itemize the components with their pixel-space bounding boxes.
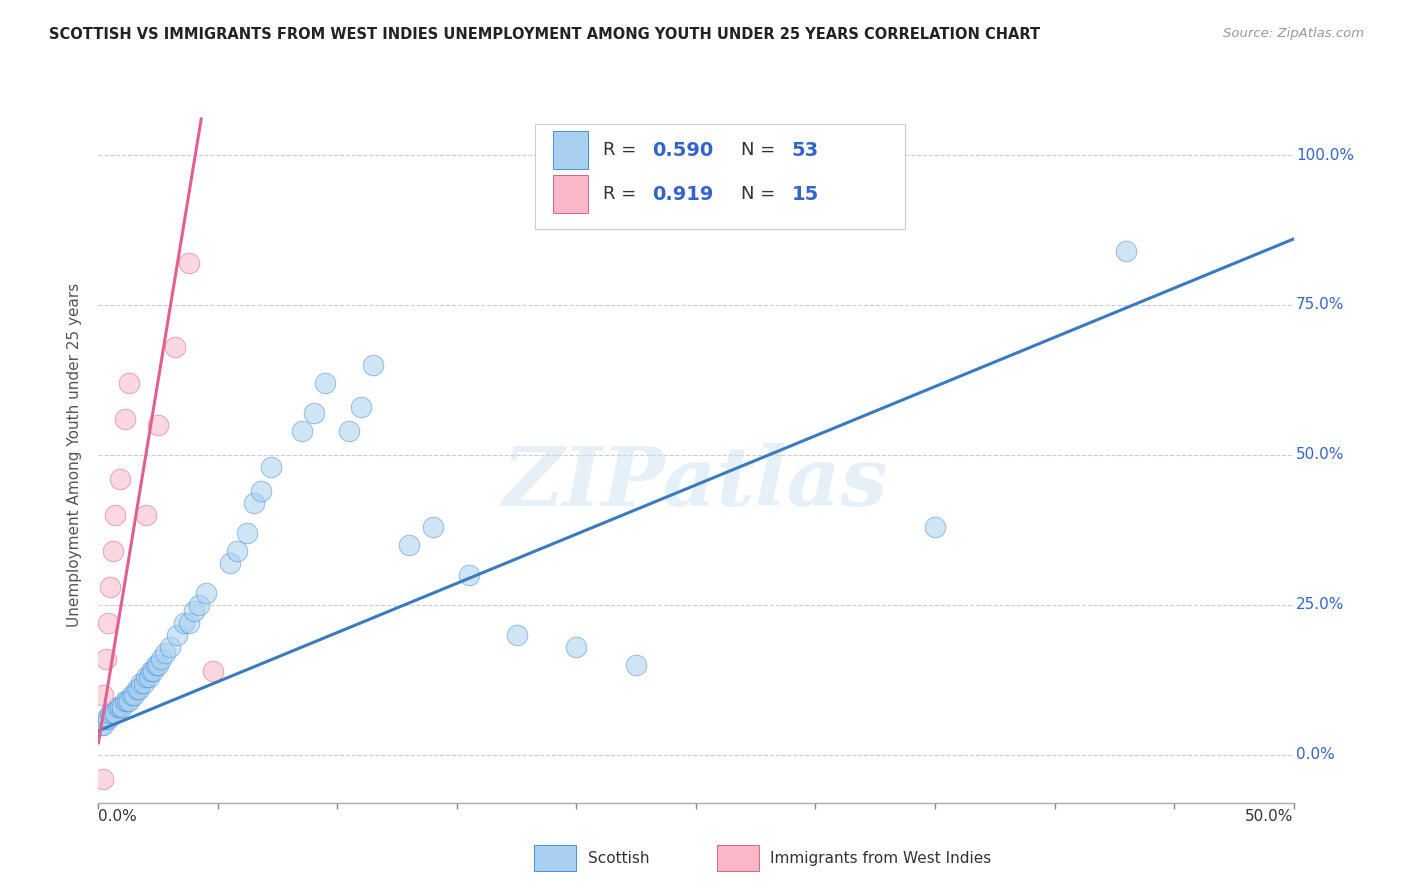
Point [118, 694, 141, 708]
Point [114, 412, 136, 426]
Point [179, 256, 201, 270]
Point [145, 657, 167, 672]
Text: 0.919: 0.919 [652, 185, 713, 203]
Point [101, 706, 124, 720]
Text: ZIPatlas: ZIPatlas [503, 442, 889, 523]
Point [139, 664, 162, 678]
Text: 50.0%: 50.0% [1246, 809, 1294, 824]
Point [125, 681, 148, 696]
Point [138, 670, 160, 684]
Point [337, 424, 360, 438]
Text: R =: R = [603, 141, 636, 159]
Point [350, 400, 373, 414]
Point [91, 772, 114, 786]
Point [243, 496, 266, 510]
Point [101, 544, 124, 558]
Point [91, 718, 114, 732]
Text: R =: R = [603, 185, 636, 203]
Text: N =: N = [741, 185, 776, 203]
Point [97, 712, 120, 726]
Point [363, 358, 385, 372]
Point [114, 694, 136, 708]
Text: 0.590: 0.590 [652, 141, 713, 160]
Point [128, 681, 150, 696]
Point [163, 340, 186, 354]
Point [107, 699, 129, 714]
Point [183, 604, 205, 618]
Point [90, 718, 112, 732]
Point [624, 657, 647, 672]
Point [506, 628, 529, 642]
Point [142, 664, 165, 678]
Point [250, 483, 273, 498]
Point [302, 406, 325, 420]
Text: 75.0%: 75.0% [1296, 297, 1344, 312]
Point [115, 694, 138, 708]
Point [565, 640, 588, 654]
Point [97, 615, 120, 630]
FancyBboxPatch shape [534, 124, 905, 229]
Point [124, 688, 146, 702]
Point [94, 652, 117, 666]
Point [166, 628, 188, 642]
Point [315, 376, 337, 390]
Point [187, 598, 209, 612]
Point [148, 657, 170, 672]
Text: 100.0%: 100.0% [1296, 147, 1354, 162]
Point [118, 376, 141, 390]
Point [131, 676, 153, 690]
Point [149, 652, 172, 666]
Point [226, 544, 249, 558]
Point [1115, 244, 1137, 258]
Point [458, 567, 481, 582]
Point [98, 706, 122, 720]
Y-axis label: Unemployment Among Youth under 25 years: Unemployment Among Youth under 25 years [67, 283, 83, 627]
Point [219, 556, 242, 570]
Point [159, 640, 181, 654]
Point [179, 615, 201, 630]
Text: N =: N = [741, 141, 776, 159]
Point [398, 538, 420, 552]
Point [121, 688, 143, 702]
Text: Scottish: Scottish [588, 851, 650, 865]
Point [422, 520, 444, 534]
Point [924, 520, 946, 534]
Point [259, 459, 281, 474]
Text: SCOTTISH VS IMMIGRANTS FROM WEST INDIES UNEMPLOYMENT AMONG YOUTH UNDER 25 YEARS : SCOTTISH VS IMMIGRANTS FROM WEST INDIES … [49, 27, 1040, 42]
Point [111, 699, 134, 714]
Text: 25.0%: 25.0% [1296, 598, 1344, 613]
Point [135, 508, 157, 522]
Point [104, 508, 127, 522]
Point [235, 525, 257, 540]
Point [155, 646, 177, 660]
Point [91, 688, 114, 702]
Point [94, 712, 117, 726]
Text: Immigrants from West Indies: Immigrants from West Indies [770, 851, 991, 865]
Point [173, 615, 195, 630]
Text: 0.0%: 0.0% [98, 809, 138, 824]
Bar [553, 131, 589, 169]
Text: Source: ZipAtlas.com: Source: ZipAtlas.com [1223, 27, 1364, 40]
Point [132, 676, 155, 690]
Point [108, 699, 131, 714]
Text: 50.0%: 50.0% [1296, 448, 1344, 462]
Bar [553, 175, 589, 213]
Point [98, 580, 122, 594]
Text: 53: 53 [792, 141, 818, 160]
Point [148, 417, 170, 432]
Point [202, 664, 225, 678]
Point [108, 472, 131, 486]
Point [290, 424, 312, 438]
Point [135, 670, 157, 684]
Point [104, 706, 127, 720]
Text: 15: 15 [792, 185, 818, 203]
Point [194, 586, 217, 600]
Text: 0.0%: 0.0% [1296, 747, 1334, 763]
